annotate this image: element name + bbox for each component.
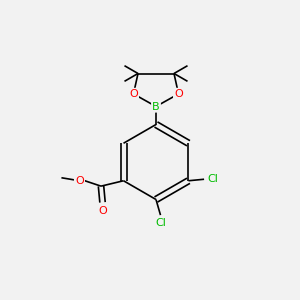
Text: O: O: [75, 176, 84, 186]
Text: O: O: [174, 89, 183, 99]
Text: O: O: [129, 89, 138, 99]
Text: O: O: [98, 206, 107, 216]
Text: Cl: Cl: [207, 174, 218, 184]
Text: B: B: [152, 101, 160, 112]
Text: Cl: Cl: [155, 218, 166, 229]
